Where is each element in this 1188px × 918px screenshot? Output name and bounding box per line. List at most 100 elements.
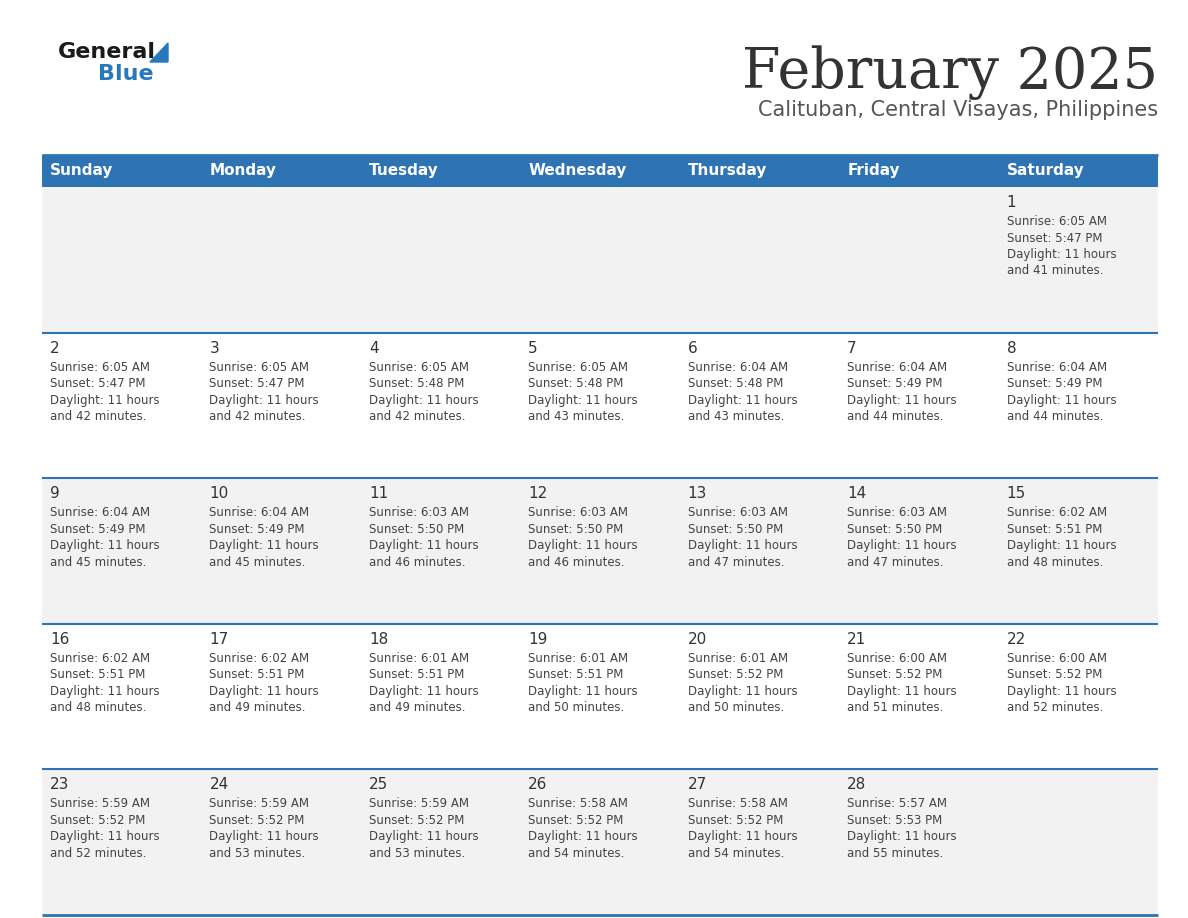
Text: Sunset: 5:52 PM: Sunset: 5:52 PM <box>50 814 145 827</box>
Text: 27: 27 <box>688 778 707 792</box>
Text: and 48 minutes.: and 48 minutes. <box>50 701 146 714</box>
Text: Sunrise: 6:05 AM: Sunrise: 6:05 AM <box>368 361 469 374</box>
Text: and 52 minutes.: and 52 minutes. <box>1006 701 1102 714</box>
Text: Sunset: 5:48 PM: Sunset: 5:48 PM <box>529 377 624 390</box>
Text: 22: 22 <box>1006 632 1025 647</box>
Text: 18: 18 <box>368 632 388 647</box>
Text: and 46 minutes.: and 46 minutes. <box>529 555 625 568</box>
Text: Daylight: 11 hours: Daylight: 11 hours <box>1006 394 1117 407</box>
Text: Daylight: 11 hours: Daylight: 11 hours <box>368 394 479 407</box>
Text: 13: 13 <box>688 487 707 501</box>
Text: Daylight: 11 hours: Daylight: 11 hours <box>209 685 320 698</box>
Text: Monday: Monday <box>209 163 277 178</box>
Bar <box>42 155 1158 187</box>
Text: 21: 21 <box>847 632 866 647</box>
Text: Daylight: 11 hours: Daylight: 11 hours <box>1006 685 1117 698</box>
Text: Daylight: 11 hours: Daylight: 11 hours <box>688 685 797 698</box>
Text: Sunset: 5:50 PM: Sunset: 5:50 PM <box>368 522 465 536</box>
Text: Sunrise: 6:00 AM: Sunrise: 6:00 AM <box>847 652 947 665</box>
Text: 5: 5 <box>529 341 538 355</box>
Text: 1: 1 <box>1006 195 1016 210</box>
Text: Sunset: 5:47 PM: Sunset: 5:47 PM <box>50 377 145 390</box>
Text: Sunrise: 6:04 AM: Sunrise: 6:04 AM <box>847 361 947 374</box>
Text: Sunrise: 5:59 AM: Sunrise: 5:59 AM <box>368 798 469 811</box>
Text: 16: 16 <box>50 632 69 647</box>
Text: Sunset: 5:47 PM: Sunset: 5:47 PM <box>209 377 305 390</box>
Text: Sunset: 5:52 PM: Sunset: 5:52 PM <box>209 814 305 827</box>
Text: and 52 minutes.: and 52 minutes. <box>50 847 146 860</box>
Text: and 42 minutes.: and 42 minutes. <box>368 410 466 423</box>
Text: Daylight: 11 hours: Daylight: 11 hours <box>209 394 320 407</box>
Text: Sunrise: 6:03 AM: Sunrise: 6:03 AM <box>847 506 947 520</box>
Text: Sunrise: 6:05 AM: Sunrise: 6:05 AM <box>529 361 628 374</box>
Text: Daylight: 11 hours: Daylight: 11 hours <box>529 394 638 407</box>
Text: Sunrise: 6:01 AM: Sunrise: 6:01 AM <box>688 652 788 665</box>
Text: 7: 7 <box>847 341 857 355</box>
Text: Sunday: Sunday <box>50 163 113 178</box>
Text: 3: 3 <box>209 341 219 355</box>
Text: Sunset: 5:52 PM: Sunset: 5:52 PM <box>529 814 624 827</box>
Text: Sunset: 5:52 PM: Sunset: 5:52 PM <box>368 814 465 827</box>
Text: 15: 15 <box>1006 487 1025 501</box>
Text: 20: 20 <box>688 632 707 647</box>
Text: 2: 2 <box>50 341 59 355</box>
Text: Daylight: 11 hours: Daylight: 11 hours <box>529 685 638 698</box>
Text: Daylight: 11 hours: Daylight: 11 hours <box>529 539 638 553</box>
Text: 19: 19 <box>529 632 548 647</box>
Text: Sunset: 5:51 PM: Sunset: 5:51 PM <box>209 668 305 681</box>
Text: 10: 10 <box>209 487 228 501</box>
Text: Sunrise: 6:04 AM: Sunrise: 6:04 AM <box>688 361 788 374</box>
Text: Sunset: 5:49 PM: Sunset: 5:49 PM <box>847 377 942 390</box>
Text: Sunset: 5:48 PM: Sunset: 5:48 PM <box>368 377 465 390</box>
Text: and 49 minutes.: and 49 minutes. <box>368 701 466 714</box>
Text: and 47 minutes.: and 47 minutes. <box>688 555 784 568</box>
Text: Sunset: 5:49 PM: Sunset: 5:49 PM <box>1006 377 1102 390</box>
Text: Sunrise: 5:59 AM: Sunrise: 5:59 AM <box>50 798 150 811</box>
Text: Daylight: 11 hours: Daylight: 11 hours <box>688 831 797 844</box>
Text: and 45 minutes.: and 45 minutes. <box>209 555 305 568</box>
Text: 11: 11 <box>368 487 388 501</box>
Text: Daylight: 11 hours: Daylight: 11 hours <box>1006 248 1117 261</box>
Text: and 50 minutes.: and 50 minutes. <box>529 701 625 714</box>
Text: and 51 minutes.: and 51 minutes. <box>847 701 943 714</box>
Polygon shape <box>150 43 168 62</box>
Text: Sunrise: 5:57 AM: Sunrise: 5:57 AM <box>847 798 947 811</box>
Text: Daylight: 11 hours: Daylight: 11 hours <box>688 539 797 553</box>
Text: Sunrise: 6:04 AM: Sunrise: 6:04 AM <box>1006 361 1107 374</box>
Text: 8: 8 <box>1006 341 1016 355</box>
Text: Sunrise: 6:02 AM: Sunrise: 6:02 AM <box>209 652 310 665</box>
Text: Sunrise: 6:02 AM: Sunrise: 6:02 AM <box>50 652 150 665</box>
Text: Sunset: 5:51 PM: Sunset: 5:51 PM <box>50 668 145 681</box>
Text: 25: 25 <box>368 778 388 792</box>
Text: Sunrise: 6:03 AM: Sunrise: 6:03 AM <box>368 506 469 520</box>
Text: Daylight: 11 hours: Daylight: 11 hours <box>209 539 320 553</box>
Bar <box>42 478 1158 624</box>
Text: Sunrise: 6:05 AM: Sunrise: 6:05 AM <box>1006 215 1106 228</box>
Text: Blue: Blue <box>97 64 153 84</box>
Text: Sunset: 5:51 PM: Sunset: 5:51 PM <box>1006 522 1102 536</box>
Text: Sunrise: 6:01 AM: Sunrise: 6:01 AM <box>368 652 469 665</box>
Text: and 44 minutes.: and 44 minutes. <box>1006 410 1104 423</box>
Text: Daylight: 11 hours: Daylight: 11 hours <box>50 394 159 407</box>
Text: Sunset: 5:52 PM: Sunset: 5:52 PM <box>688 668 783 681</box>
Text: Thursday: Thursday <box>688 163 767 178</box>
Text: Sunrise: 6:00 AM: Sunrise: 6:00 AM <box>1006 652 1106 665</box>
Text: Sunset: 5:52 PM: Sunset: 5:52 PM <box>1006 668 1102 681</box>
Text: Daylight: 11 hours: Daylight: 11 hours <box>50 685 159 698</box>
Text: and 47 minutes.: and 47 minutes. <box>847 555 943 568</box>
Text: Sunrise: 6:04 AM: Sunrise: 6:04 AM <box>50 506 150 520</box>
Text: and 48 minutes.: and 48 minutes. <box>1006 555 1102 568</box>
Text: Daylight: 11 hours: Daylight: 11 hours <box>847 394 956 407</box>
Text: and 45 minutes.: and 45 minutes. <box>50 555 146 568</box>
Text: 17: 17 <box>209 632 228 647</box>
Text: Sunrise: 6:03 AM: Sunrise: 6:03 AM <box>688 506 788 520</box>
Text: Sunrise: 6:03 AM: Sunrise: 6:03 AM <box>529 506 628 520</box>
Text: Sunset: 5:51 PM: Sunset: 5:51 PM <box>529 668 624 681</box>
Text: Daylight: 11 hours: Daylight: 11 hours <box>209 831 320 844</box>
Text: Daylight: 11 hours: Daylight: 11 hours <box>368 831 479 844</box>
Text: Sunrise: 6:05 AM: Sunrise: 6:05 AM <box>50 361 150 374</box>
Text: Wednesday: Wednesday <box>529 163 626 178</box>
Text: and 41 minutes.: and 41 minutes. <box>1006 264 1104 277</box>
Text: and 46 minutes.: and 46 minutes. <box>368 555 466 568</box>
Text: Sunset: 5:52 PM: Sunset: 5:52 PM <box>847 668 942 681</box>
